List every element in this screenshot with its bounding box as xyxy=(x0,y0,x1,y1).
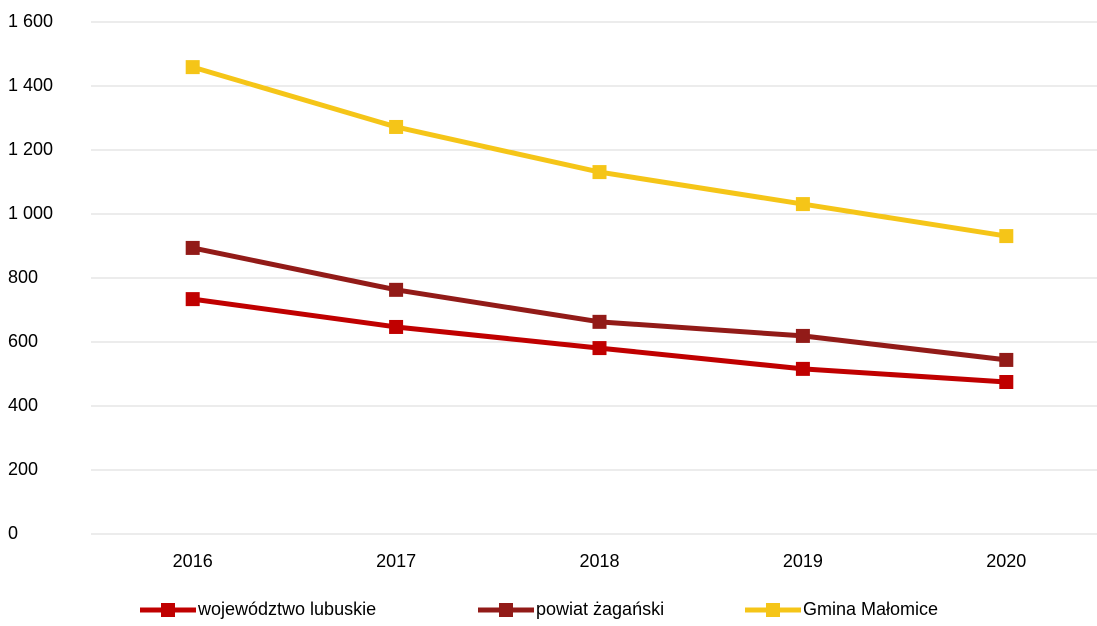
marker xyxy=(999,352,1014,367)
marker xyxy=(592,314,607,329)
x-tick-label: 2016 xyxy=(173,551,213,571)
legend-marker xyxy=(766,603,780,617)
legend-label: powiat żagański xyxy=(536,599,664,619)
legend-marker xyxy=(499,603,513,617)
y-tick-label: 1 000 xyxy=(8,203,53,223)
marker xyxy=(185,240,200,255)
y-tick-label: 200 xyxy=(8,459,38,479)
series-line xyxy=(192,296,1007,385)
marker xyxy=(795,197,810,212)
x-tick-label: 2019 xyxy=(783,551,823,571)
y-tick-label: 0 xyxy=(8,523,18,543)
marker xyxy=(592,165,607,180)
y-tick-label: 600 xyxy=(8,331,38,351)
marker xyxy=(999,229,1014,244)
marker xyxy=(185,60,200,75)
x-tick-label: 2020 xyxy=(986,551,1026,571)
marker xyxy=(795,361,810,376)
marker xyxy=(389,319,404,334)
marker xyxy=(795,328,810,343)
y-tick-label: 1 400 xyxy=(8,75,53,95)
marker xyxy=(389,282,404,297)
marker xyxy=(185,292,200,307)
x-tick-label: 2017 xyxy=(376,551,416,571)
y-tick-label: 1 200 xyxy=(8,139,53,159)
legend-marker xyxy=(161,603,175,617)
y-tick-label: 1 600 xyxy=(8,11,53,31)
y-tick-label: 400 xyxy=(8,395,38,415)
x-tick-label: 2018 xyxy=(579,551,619,571)
marker xyxy=(592,341,607,356)
legend-label: województwo lubuskie xyxy=(197,599,376,619)
y-tick-label: 800 xyxy=(8,267,38,287)
marker xyxy=(389,119,404,134)
legend-label: Gmina Małomice xyxy=(803,599,938,619)
marker xyxy=(999,375,1014,389)
series-line xyxy=(191,64,1007,239)
